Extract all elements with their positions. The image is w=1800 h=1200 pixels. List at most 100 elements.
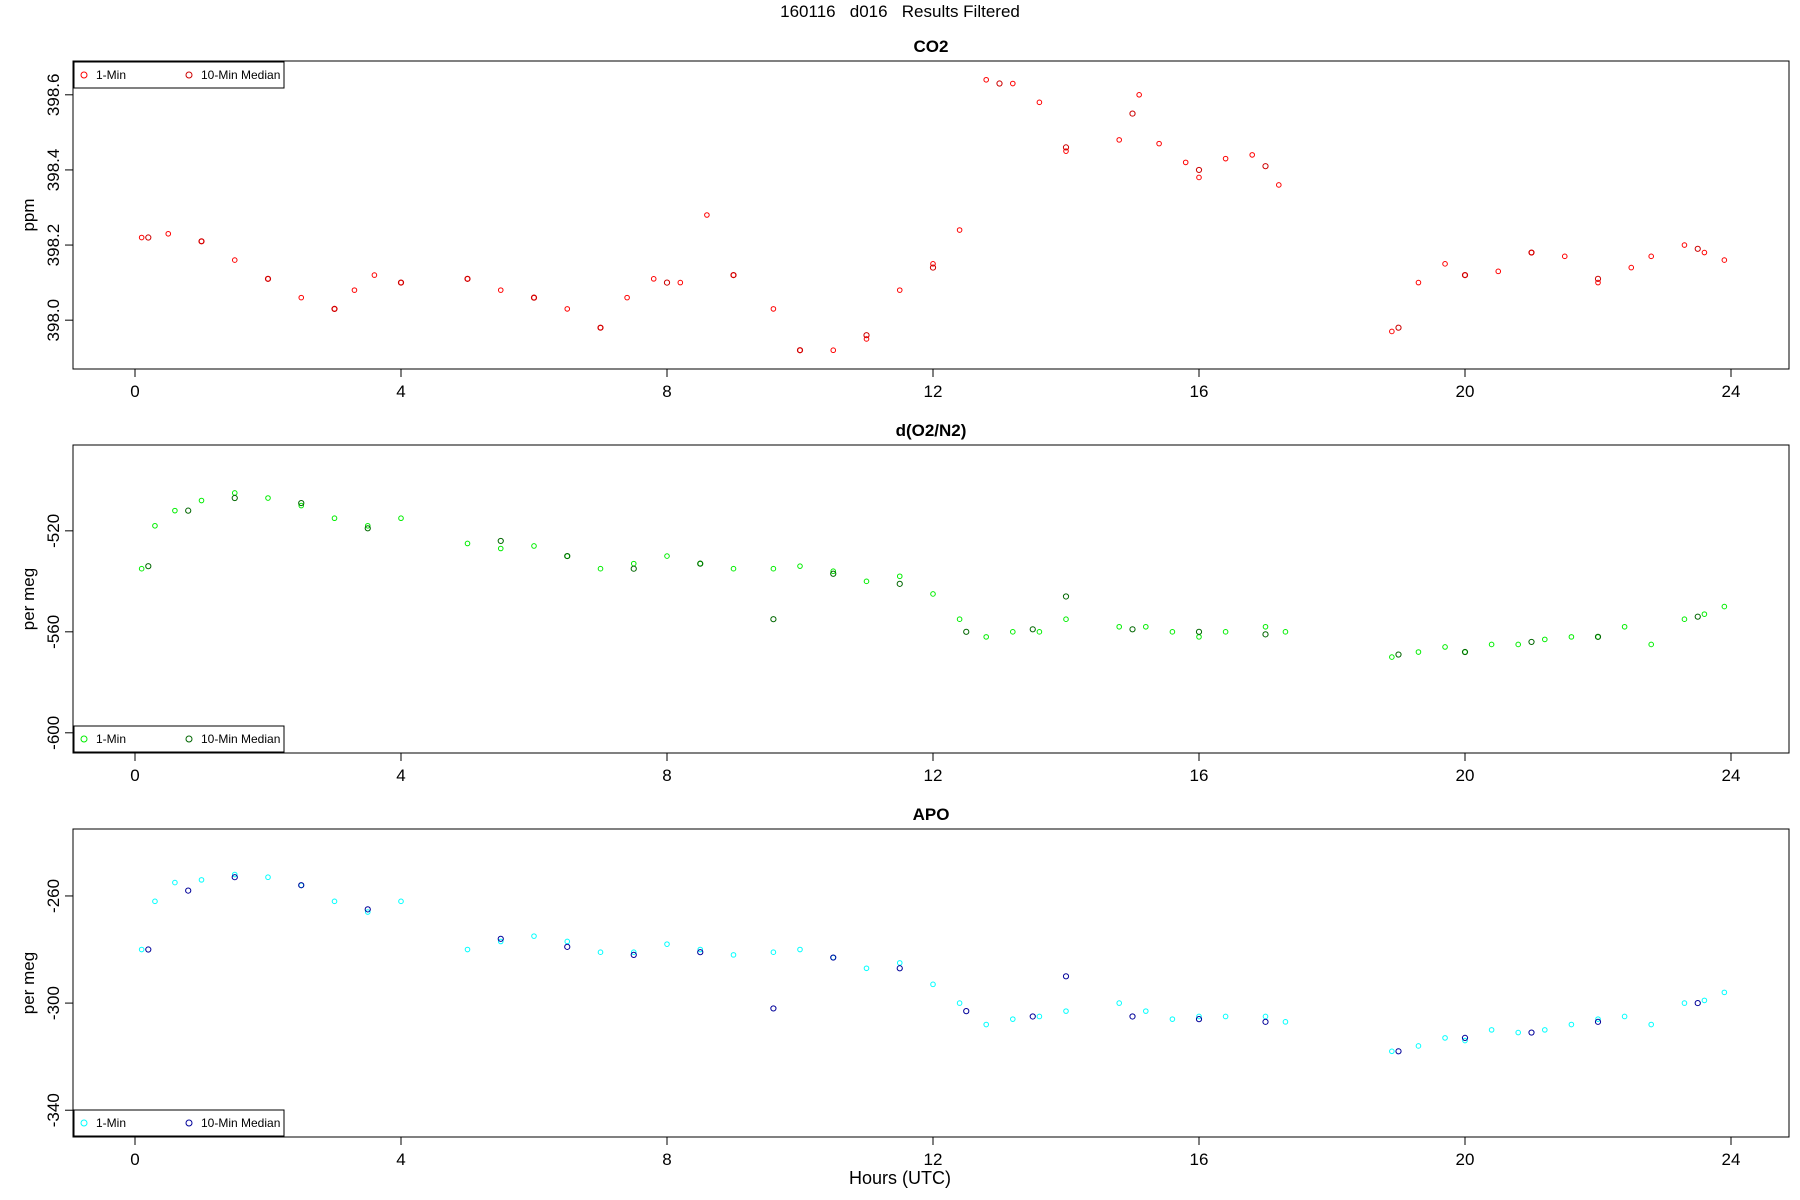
data-point (983, 634, 990, 640)
median-point (1062, 144, 1070, 151)
data-point (896, 573, 903, 580)
median-point (1594, 633, 1602, 640)
legend-label: 1-Min (96, 1116, 126, 1130)
data-point (1222, 1013, 1229, 1020)
data-point (1561, 253, 1568, 260)
median-point (298, 882, 305, 889)
data-point (1262, 1013, 1269, 1020)
data-point (172, 507, 178, 514)
y-tick-label: -600 (44, 716, 63, 750)
median-point (863, 332, 870, 339)
median-point (185, 887, 192, 894)
x-tick-label: 4 (396, 766, 405, 785)
y-axis-label: per meg (19, 952, 38, 1014)
median-point (1694, 613, 1701, 620)
data-point (1681, 242, 1688, 248)
legend-marker (185, 71, 193, 79)
data-point (1282, 629, 1289, 635)
median-point (364, 906, 371, 913)
median-point (298, 499, 305, 507)
x-tick-label: 16 (1190, 382, 1209, 401)
x-tick-label: 12 (924, 382, 943, 401)
data-point (1136, 92, 1142, 98)
data-point (863, 965, 870, 972)
data-point (152, 898, 158, 905)
plot-frame (72, 444, 1790, 754)
data-point (863, 336, 870, 342)
x-tick-label: 0 (130, 1150, 139, 1169)
data-point (497, 545, 504, 552)
data-point (1169, 1016, 1176, 1022)
x-tick-label: 24 (1722, 1150, 1741, 1169)
data-point (1036, 629, 1043, 635)
median-point (185, 507, 192, 514)
data-point (1116, 623, 1122, 630)
legend-box (73, 61, 285, 89)
median-point (331, 305, 338, 313)
data-point (1196, 1013, 1202, 1020)
median-point (1029, 626, 1036, 633)
legend-label: 10-Min Median (201, 68, 280, 82)
data-point (198, 497, 205, 504)
data-point (664, 941, 670, 947)
data-point (1488, 641, 1495, 648)
median-point (564, 552, 571, 560)
y-tick-label: 398.6 (44, 74, 63, 117)
median-point (564, 943, 571, 950)
median-point (530, 294, 538, 301)
x-tick-label: 20 (1456, 766, 1475, 785)
median-point (364, 525, 371, 532)
data-point (830, 568, 837, 575)
median-point (1029, 1013, 1036, 1020)
data-point (1389, 328, 1395, 335)
data-point (265, 495, 271, 501)
median-point (1694, 245, 1701, 252)
data-point (956, 227, 963, 233)
data-point (650, 276, 657, 282)
x-tick-label: 8 (662, 382, 671, 401)
data-point (1721, 603, 1728, 610)
plot-title: CO2 (914, 37, 949, 56)
data-point (331, 515, 338, 522)
data-point (531, 933, 537, 939)
data-point (1389, 654, 1395, 660)
legend-box (73, 725, 285, 753)
median-point (145, 563, 152, 570)
data-point (863, 578, 870, 585)
legend-marker (80, 735, 88, 743)
data-point (1010, 1016, 1016, 1022)
median-point (1129, 1013, 1136, 1020)
data-point (597, 565, 604, 572)
legend-label: 10-Min Median (201, 732, 280, 746)
data-point (697, 946, 704, 953)
data-point (956, 1000, 963, 1006)
legend-marker (80, 1119, 88, 1127)
data-point (1262, 623, 1269, 630)
plot-title: APO (913, 805, 950, 824)
data-point (1116, 1000, 1122, 1006)
median-point (963, 628, 970, 635)
x-tick-label: 8 (662, 1150, 671, 1169)
median-point (231, 494, 238, 502)
median-point (796, 347, 804, 354)
median-point (1395, 1048, 1402, 1055)
legend-marker (185, 1119, 193, 1127)
data-point (1621, 623, 1628, 630)
median-point (630, 565, 637, 572)
data-point (770, 949, 777, 956)
data-point (1701, 997, 1708, 1004)
data-point (1542, 1027, 1548, 1033)
data-point (896, 287, 903, 293)
x-tick-label: 4 (396, 1150, 405, 1169)
data-point (331, 898, 338, 905)
data-point (1701, 611, 1708, 617)
data-point (364, 909, 371, 915)
median-point (830, 570, 837, 577)
median-point (697, 949, 704, 956)
data-point (896, 960, 903, 966)
median-point (397, 279, 405, 286)
data-point (1249, 152, 1255, 158)
x-tick-label: 8 (662, 766, 671, 785)
y-axis-label: per meg (19, 568, 38, 630)
